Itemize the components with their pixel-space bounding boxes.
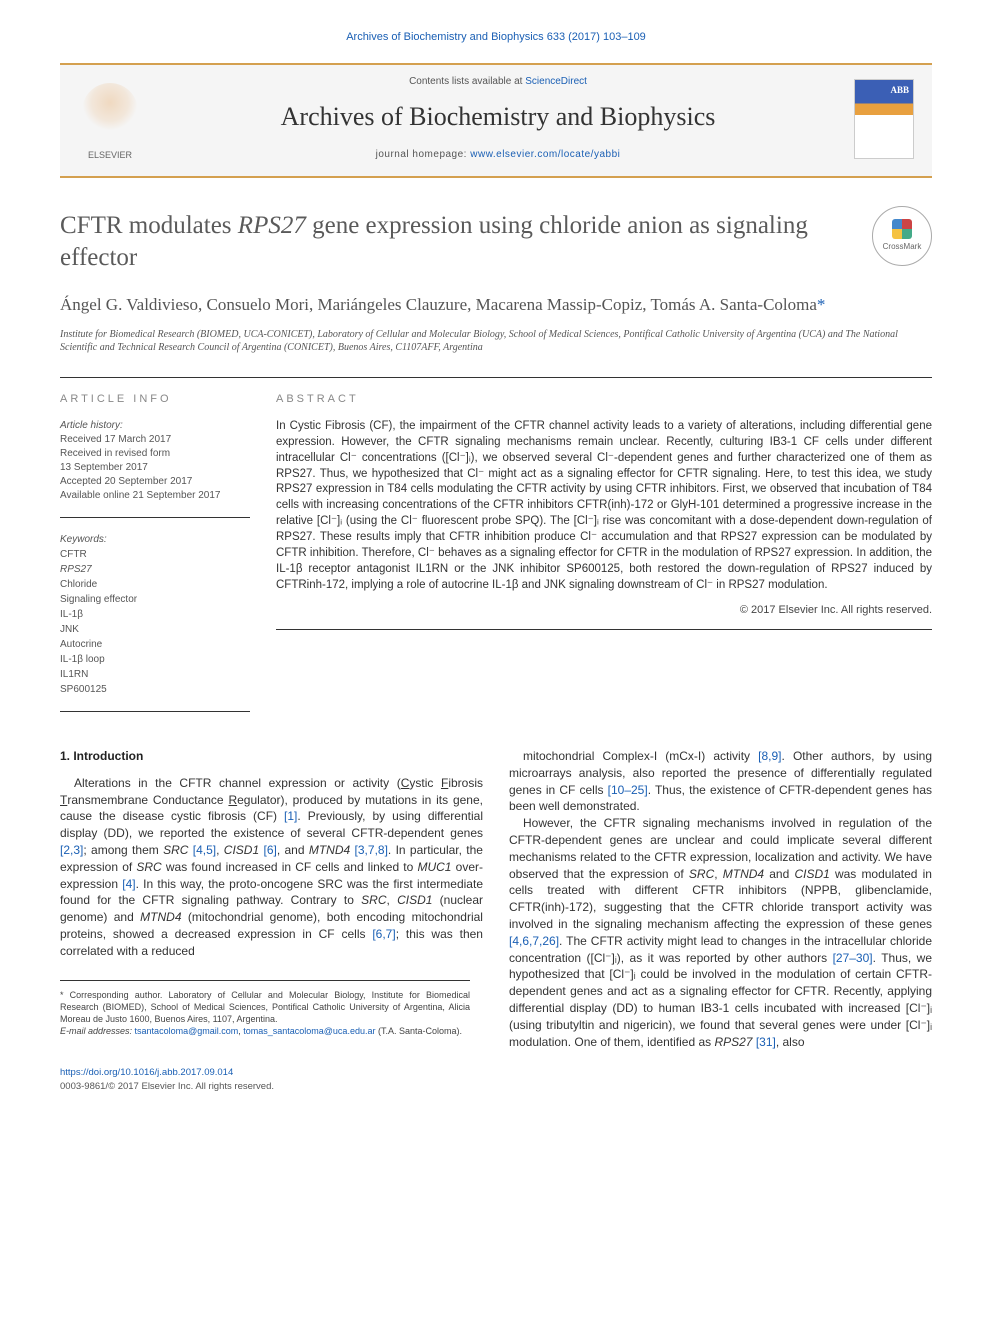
contents-line: Contents lists available at ScienceDirec…	[158, 75, 838, 89]
intro-para-left: Alterations in the CFTR channel expressi…	[60, 775, 483, 960]
homepage-line: journal homepage: www.elsevier.com/locat…	[158, 148, 838, 162]
corresponding-mark: *	[817, 295, 826, 314]
publisher-label: ELSEVIER	[78, 149, 142, 162]
affiliation: Institute for Biomedical Research (BIOME…	[60, 328, 932, 355]
intro-para-right-2: However, the CFTR signaling mechanisms i…	[509, 815, 932, 1050]
article-history: Article history: Received 17 March 2017 …	[60, 419, 250, 518]
abstract-copyright: © 2017 Elsevier Inc. All rights reserved…	[276, 603, 932, 618]
doi-link[interactable]: https://doi.org/10.1016/j.abb.2017.09.01…	[60, 1067, 233, 1078]
article-info-heading: ARTICLE INFO	[60, 392, 250, 407]
journal-cover-thumb: ABB	[854, 79, 914, 159]
author-list: Ángel G. Valdivieso, Consuelo Mori, Mari…	[60, 293, 932, 318]
crossmark-badge[interactable]: CrossMark	[872, 206, 932, 266]
elsevier-logo: ELSEVIER	[78, 75, 142, 162]
article-title: CFTR modulates RPS27 gene expression usi…	[60, 210, 820, 275]
footer-doi: https://doi.org/10.1016/j.abb.2017.09.01…	[60, 1066, 932, 1093]
journal-name: Archives of Biochemistry and Biophysics	[158, 99, 838, 135]
abstract-text: In Cystic Fibrosis (CF), the impairment …	[276, 419, 932, 593]
journal-homepage-link[interactable]: www.elsevier.com/locate/yabbi	[470, 149, 620, 160]
corresponding-footnote: * Corresponding author. Laboratory of Ce…	[60, 980, 470, 1038]
email-link-2[interactable]: tomas_santacoloma@uca.edu.ar	[243, 1026, 375, 1036]
section-heading-intro: 1. Introduction	[60, 748, 483, 765]
email-link-1[interactable]: tsantacoloma@gmail.com	[135, 1026, 239, 1036]
crossmark-icon	[892, 219, 912, 239]
intro-para-right-1: mitochondrial Complex-I (mCx-I) activity…	[509, 748, 932, 815]
abstract-heading: ABSTRACT	[276, 392, 932, 407]
keywords: Keywords: CFTR RPS27 Chloride Signaling …	[60, 532, 250, 712]
journal-header: ELSEVIER Contents lists available at Sci…	[60, 63, 932, 178]
sciencedirect-link[interactable]: ScienceDirect	[525, 76, 587, 87]
running-header: Archives of Biochemistry and Biophysics …	[60, 30, 932, 45]
issn-copyright: 0003-9861/© 2017 Elsevier Inc. All right…	[60, 1081, 274, 1092]
